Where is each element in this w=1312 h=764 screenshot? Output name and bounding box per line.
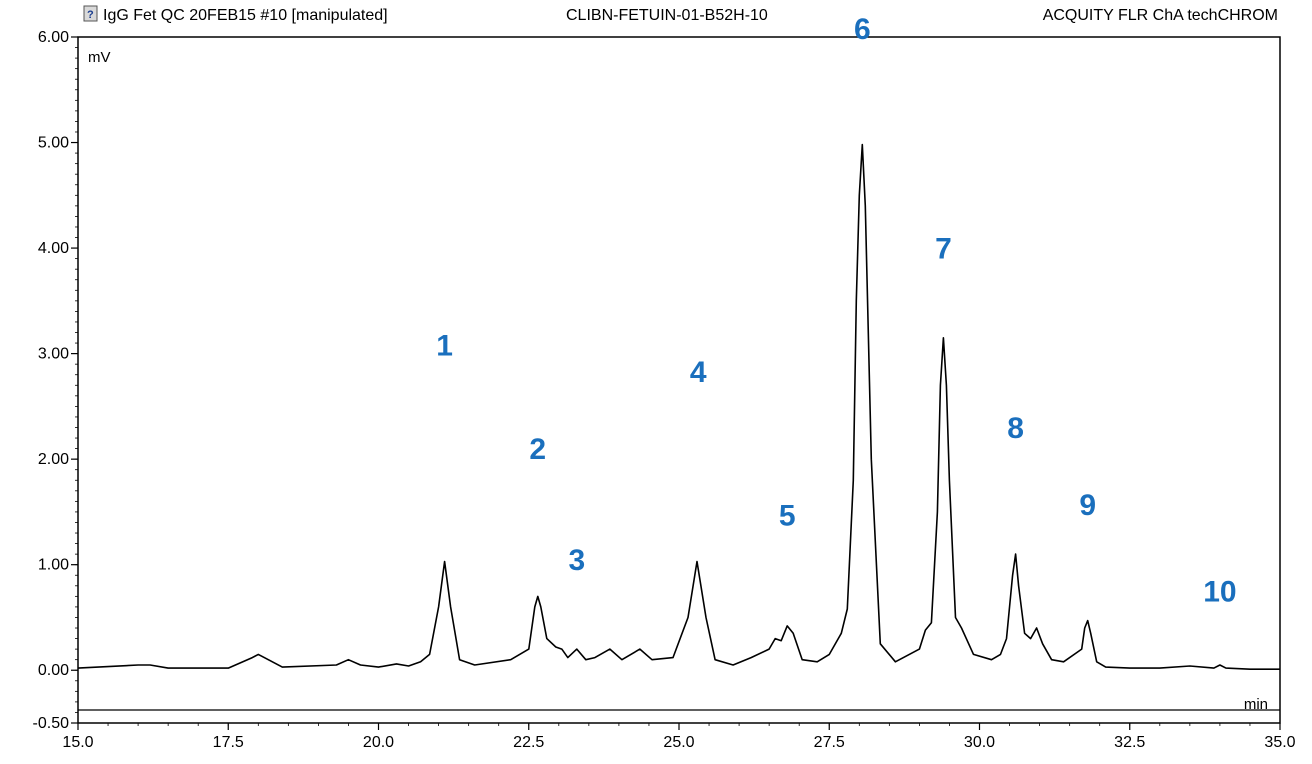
x-tick-label: 32.5 [1114, 734, 1145, 751]
y-tick-label: -0.50 [33, 715, 70, 732]
x-tick-label: 35.0 [1264, 734, 1295, 751]
peak-label: 2 [529, 433, 546, 466]
peak-label: 8 [1007, 412, 1024, 445]
chart-title: IgG Fet QC 20FEB15 #10 [manipulated] [103, 7, 388, 24]
x-axis: 15.0 17.5 20.0 22.5 25.0 27.5 30.0 32.5 35.0 [62, 723, 1296, 751]
y-tick-label: 5.00 [38, 135, 69, 152]
x-tick-label: 25.0 [663, 734, 694, 751]
x-tick-label: 17.5 [213, 734, 244, 751]
x-tick-label: 27.5 [814, 734, 845, 751]
y-tick-label: 0.00 [38, 662, 69, 679]
y-axis-unit: mV [88, 49, 111, 66]
peak-label: 6 [854, 13, 871, 46]
y-tick-label: 4.00 [38, 240, 69, 257]
sample-name: CLIBN-FETUIN-01-B52H-10 [566, 7, 768, 24]
x-axis-unit: min [1244, 696, 1268, 713]
x-tick-label: 20.0 [363, 734, 394, 751]
y-axis: -0.50 0.00 1.00 2.00 3.00 4.00 5.00 6.00 [33, 29, 78, 732]
x-tick-label: 22.5 [513, 734, 544, 751]
x-tick-label: 15.0 [62, 734, 93, 751]
plot-frame [77, 36, 1281, 724]
chromatogram-trace [77, 143, 1280, 670]
y-tick-label: 2.00 [38, 451, 69, 468]
peak-label: 4 [690, 356, 707, 389]
channel-name: ACQUITY FLR ChA techCHROM [1043, 7, 1278, 24]
peak-label: 7 [935, 233, 952, 266]
y-tick-label: 6.00 [38, 29, 69, 46]
y-tick-label: 3.00 [38, 346, 69, 363]
x-tick-label: 30.0 [964, 734, 995, 751]
unknown-file-icon[interactable]: ? [83, 5, 98, 22]
peak-label: 10 [1203, 576, 1236, 609]
peak-label: 1 [436, 330, 453, 363]
peak-label: 3 [568, 544, 585, 577]
header-bar: ? IgG Fet QC 20FEB15 #10 [manipulated] C… [83, 5, 1278, 24]
peak-label: 5 [779, 500, 796, 533]
svg-text:?: ? [87, 9, 94, 21]
y-tick-label: 1.00 [38, 557, 69, 574]
peak-labels: 1 2 3 4 5 6 7 8 9 10 [436, 13, 1236, 609]
peak-label: 9 [1079, 489, 1096, 522]
